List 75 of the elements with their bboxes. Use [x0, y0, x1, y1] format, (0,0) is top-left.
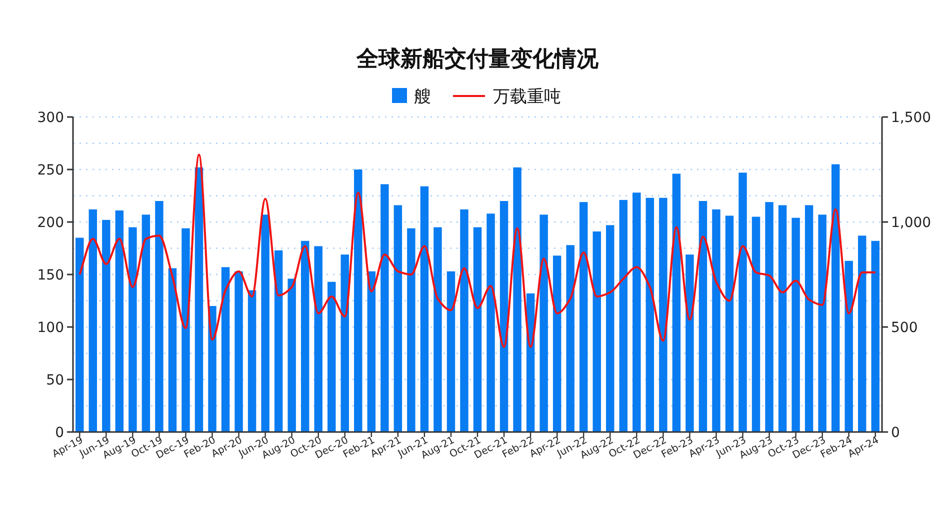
- bar: [738, 172, 747, 432]
- y2-tick-label: 1,500: [891, 110, 932, 126]
- bar: [844, 260, 853, 432]
- bar: [646, 198, 654, 432]
- bar: [540, 214, 548, 432]
- bar: [128, 227, 137, 432]
- bar: [380, 184, 389, 432]
- y-tick-label: 100: [37, 320, 64, 336]
- bar: [858, 236, 866, 432]
- bar: [725, 216, 734, 432]
- bar: [579, 202, 588, 432]
- bar: [831, 164, 840, 432]
- bar: [592, 231, 601, 432]
- bar: [248, 290, 256, 432]
- bar: [712, 209, 720, 432]
- bar: [792, 218, 800, 432]
- bar: [314, 246, 322, 432]
- y-tick-label: 300: [37, 110, 64, 126]
- bar: [182, 228, 190, 432]
- bar: [513, 167, 522, 432]
- bar: [194, 167, 204, 432]
- bar: [115, 210, 124, 432]
- legend-label: 艘: [414, 87, 431, 107]
- bar: [155, 201, 164, 432]
- bar: [619, 200, 628, 432]
- y2-tick-label: 500: [891, 320, 918, 336]
- bar: [672, 174, 681, 432]
- bar: [606, 225, 614, 432]
- bar: [142, 214, 150, 432]
- y-tick-label: 150: [37, 268, 64, 284]
- y-tick-label: 200: [37, 215, 64, 231]
- bar: [394, 205, 402, 432]
- bar: [686, 254, 694, 432]
- bar: [778, 205, 787, 432]
- bar: [752, 216, 760, 432]
- y-tick-label: 50: [46, 372, 64, 388]
- bar: [76, 238, 84, 432]
- bar: [566, 245, 574, 432]
- bar: [340, 254, 349, 432]
- bar: [261, 214, 270, 432]
- bar: [473, 227, 482, 432]
- bar: [407, 228, 416, 432]
- y2-tick-label: 0: [891, 425, 900, 441]
- bar: [420, 186, 429, 432]
- legend-label: 万载重吨: [493, 87, 561, 107]
- bar: [486, 214, 495, 432]
- chart-title: 全球新船交付量变化情况: [356, 46, 600, 72]
- bar: [434, 227, 442, 432]
- bar: [234, 271, 243, 432]
- bar: [288, 278, 296, 432]
- bar: [818, 214, 826, 432]
- y-tick-label: 250: [37, 162, 64, 178]
- bar: [208, 306, 216, 432]
- bar: [367, 271, 376, 432]
- bar: [552, 256, 562, 432]
- bar: [354, 170, 362, 432]
- bar: [804, 205, 814, 432]
- bar: [274, 250, 283, 432]
- bar: [500, 201, 508, 432]
- bar: [300, 240, 310, 432]
- bar: [102, 220, 110, 432]
- bar: [698, 201, 708, 432]
- bar: [328, 282, 336, 432]
- bar: [88, 209, 98, 432]
- bar: [659, 198, 668, 432]
- line-series: [78, 154, 876, 348]
- bar: [221, 267, 230, 432]
- y-tick-label: 0: [55, 425, 64, 441]
- bar: [871, 240, 880, 432]
- y2-tick-label: 1,000: [891, 215, 932, 231]
- bar: [168, 268, 177, 432]
- bar: [460, 209, 468, 432]
- bar: [446, 271, 456, 432]
- bar: [632, 192, 641, 432]
- bar: [765, 202, 774, 432]
